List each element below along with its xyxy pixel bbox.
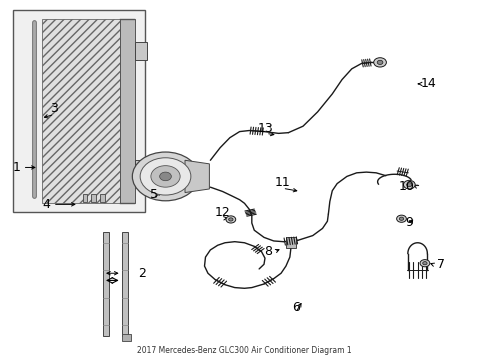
- Circle shape: [140, 158, 190, 195]
- Circle shape: [403, 180, 414, 189]
- FancyBboxPatch shape: [13, 10, 144, 212]
- Text: 13: 13: [258, 122, 273, 135]
- Circle shape: [376, 60, 382, 64]
- Circle shape: [228, 218, 233, 221]
- Polygon shape: [122, 232, 128, 336]
- Text: 8: 8: [263, 245, 271, 258]
- Text: 12: 12: [215, 207, 230, 220]
- Text: 6: 6: [291, 301, 299, 314]
- Polygon shape: [100, 194, 105, 202]
- Polygon shape: [135, 160, 147, 178]
- Polygon shape: [122, 334, 131, 341]
- Circle shape: [396, 215, 406, 222]
- Circle shape: [132, 152, 198, 201]
- Text: 4: 4: [42, 198, 50, 211]
- Text: 3: 3: [50, 103, 58, 116]
- Text: 7: 7: [436, 258, 444, 271]
- Circle shape: [406, 183, 411, 186]
- Text: 9: 9: [404, 216, 412, 229]
- Text: 2017 Mercedes-Benz GLC300 Air Conditioner Diagram 1: 2017 Mercedes-Benz GLC300 Air Conditione…: [137, 346, 351, 355]
- Circle shape: [151, 166, 180, 187]
- Polygon shape: [184, 160, 209, 193]
- Polygon shape: [42, 19, 120, 203]
- Polygon shape: [285, 237, 295, 248]
- Polygon shape: [103, 232, 109, 336]
- Text: 5: 5: [150, 188, 158, 201]
- Polygon shape: [91, 194, 96, 202]
- Text: 2: 2: [138, 267, 146, 280]
- Circle shape: [399, 217, 403, 220]
- Circle shape: [225, 216, 235, 223]
- Circle shape: [373, 58, 386, 67]
- Polygon shape: [82, 194, 87, 202]
- Circle shape: [422, 262, 426, 265]
- Polygon shape: [120, 19, 135, 203]
- Text: 11: 11: [274, 176, 290, 189]
- Text: 1: 1: [12, 161, 20, 174]
- Text: 14: 14: [420, 77, 436, 90]
- Circle shape: [419, 260, 429, 267]
- Polygon shape: [135, 42, 147, 60]
- Circle shape: [159, 172, 171, 181]
- Text: 10: 10: [398, 180, 413, 193]
